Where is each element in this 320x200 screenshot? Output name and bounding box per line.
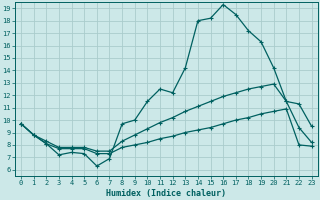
X-axis label: Humidex (Indice chaleur): Humidex (Indice chaleur) [106,189,226,198]
